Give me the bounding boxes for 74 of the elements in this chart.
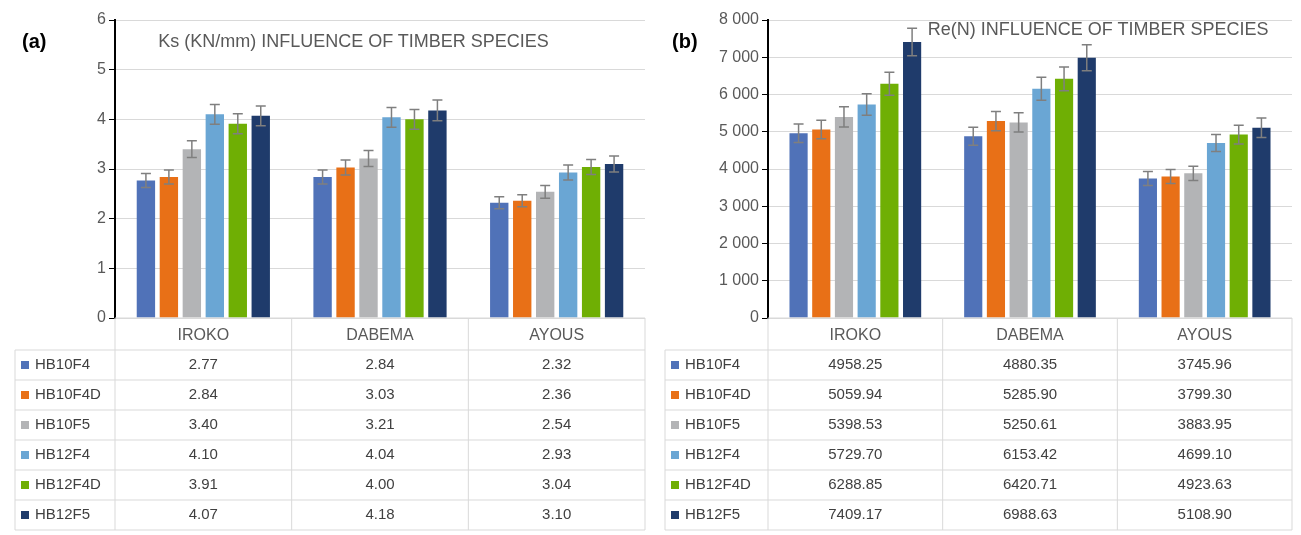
data-label: 2.54 — [542, 415, 572, 433]
data-label: 2.77 — [188, 355, 218, 373]
x-tick-label: IROKO — [829, 326, 882, 344]
data-label: 5250.61 — [1002, 415, 1058, 433]
data-label: 6288.85 — [828, 475, 883, 493]
data-label: 3.04 — [542, 475, 572, 493]
y-tick-label: 3 000 — [718, 196, 760, 214]
x-tick-label: AYOUS — [529, 326, 585, 344]
data-label: 4699.10 — [1177, 445, 1232, 463]
x-tick-label: DABEMA — [346, 326, 415, 344]
data-label: 4880.35 — [1002, 355, 1058, 373]
y-tick-label: 6 — [97, 10, 107, 28]
data-label: 5108.90 — [1177, 505, 1232, 523]
legend-label: HB10F4 — [35, 355, 91, 373]
data-label: 4.07 — [188, 505, 218, 523]
data-label: 4.18 — [365, 505, 395, 523]
x-tick-label: AYOUS — [1177, 326, 1233, 344]
legend-label: HB10F4 — [685, 355, 741, 373]
data-label: 3745.96 — [1177, 355, 1232, 373]
legend-label: HB10F4D — [35, 385, 102, 403]
y-tick-label: 6 000 — [718, 84, 760, 102]
legend-label: HB12F4D — [35, 475, 102, 493]
data-label: 4923.63 — [1177, 475, 1232, 493]
data-label: 3.21 — [365, 415, 395, 433]
data-label: 3.10 — [542, 505, 572, 523]
data-label: 2.93 — [542, 445, 572, 463]
data-label: 3.91 — [188, 475, 218, 493]
data-label: 5059.94 — [828, 385, 883, 403]
y-tick-label: 4 — [97, 109, 107, 127]
data-label: 3799.30 — [1177, 385, 1232, 403]
data-label: 3.40 — [188, 415, 218, 433]
data-label: 7409.17 — [828, 505, 883, 523]
legend-label: HB10F5 — [685, 415, 741, 433]
chart-title: Re(N) INFLUENCE OF TIMBER SPECIES — [927, 18, 1269, 39]
legend-label: HB12F4 — [35, 445, 91, 463]
text: (b) — [672, 29, 698, 52]
x-tick-label: DABEMA — [996, 326, 1065, 344]
data-label: 5729.70 — [828, 445, 883, 463]
y-tick-label: 1 000 — [718, 271, 760, 289]
data-label: 2.84 — [188, 385, 218, 403]
y-tick-label: 4 000 — [718, 159, 760, 177]
data-label: 2.36 — [542, 385, 572, 403]
legend-label: HB12F5 — [35, 505, 91, 523]
legend-label: HB12F4 — [685, 445, 741, 463]
y-tick-label: 2 — [97, 209, 107, 227]
y-tick-label: 8 000 — [718, 10, 760, 28]
y-tick-label: 1 — [97, 258, 107, 276]
legend-label: HB12F4D — [685, 475, 752, 493]
x-tick-label: IROKO — [177, 326, 230, 344]
y-tick-label: 7 000 — [718, 47, 760, 65]
text: (a) — [22, 29, 47, 52]
y-tick-label: 5 000 — [718, 122, 760, 140]
data-label: 5398.53 — [828, 415, 883, 433]
data-label: 4.00 — [365, 475, 395, 493]
legend-label: HB10F5 — [35, 415, 91, 433]
data-label: 3883.95 — [1177, 415, 1232, 433]
y-tick-label: 2 000 — [718, 233, 760, 251]
data-label: 5285.90 — [1002, 385, 1058, 403]
y-tick-label: 0 — [97, 308, 107, 326]
data-label: 2.32 — [542, 355, 572, 373]
y-tick-label: 5 — [97, 60, 107, 78]
data-label: 6420.71 — [1002, 475, 1058, 493]
y-tick-label: 0 — [750, 308, 760, 326]
legend-label: HB12F5 — [685, 505, 741, 523]
legend-label: HB10F4D — [685, 385, 752, 403]
data-label: 3.03 — [365, 385, 395, 403]
data-label: 4.04 — [365, 445, 395, 463]
data-label: 4.10 — [188, 445, 218, 463]
data-label: 6988.63 — [1002, 505, 1058, 523]
data-label: 4958.25 — [828, 355, 883, 373]
y-tick-label: 3 — [97, 159, 107, 177]
data-label: 2.84 — [365, 355, 395, 373]
data-label: 6153.42 — [1002, 445, 1058, 463]
text: Ks (KN/mm) INFLUENCE OF TIMBER SPECIES — [158, 30, 549, 51]
